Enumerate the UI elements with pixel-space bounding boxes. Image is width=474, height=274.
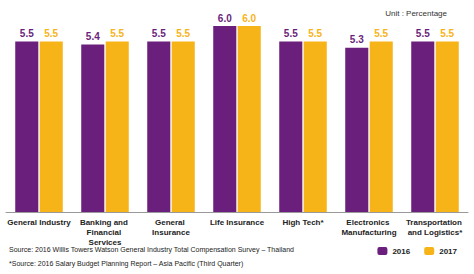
svg-text:Insurance: Insurance	[152, 228, 190, 237]
svg-text:Manufacturing: Manufacturing	[341, 228, 396, 237]
svg-text:Electronics: Electronics	[346, 218, 391, 227]
svg-text:5.5: 5.5	[374, 28, 388, 39]
svg-text:5.5: 5.5	[152, 28, 166, 39]
svg-text:5.5: 5.5	[110, 28, 124, 39]
svg-text:General Industry: General Industry	[7, 218, 71, 227]
svg-text:5.5: 5.5	[176, 28, 190, 39]
svg-text:5.5: 5.5	[416, 28, 430, 39]
svg-text:6.0: 6.0	[242, 13, 256, 24]
svg-text:5.5: 5.5	[308, 28, 322, 39]
svg-text:Life Insurance: Life Insurance	[210, 218, 265, 227]
svg-text:Source: 2016 Willis Towers Wat: Source: 2016 Willis Towers Watson Genera…	[9, 246, 294, 254]
svg-text:2017: 2017	[439, 247, 457, 256]
svg-text:5.5: 5.5	[20, 28, 34, 39]
svg-text:5.5: 5.5	[44, 28, 58, 39]
svg-text:5.4: 5.4	[86, 31, 100, 42]
svg-text:6.0: 6.0	[218, 13, 232, 24]
svg-text:Banking and: Banking and	[80, 218, 130, 227]
svg-text:Services: Services	[88, 237, 122, 247]
svg-text:Financial: Financial	[87, 228, 124, 237]
svg-text:General: General	[155, 218, 187, 227]
svg-text:5.3: 5.3	[350, 34, 364, 45]
svg-text:Unit : Percentage: Unit : Percentage	[385, 9, 447, 18]
svg-text:and Logistics*: and Logistics*	[408, 228, 464, 237]
svg-text:*Source: 2016 Salary Budget Pl: *Source: 2016 Salary Budget Planning Rep…	[9, 260, 243, 268]
svg-text:5.5: 5.5	[284, 28, 298, 39]
svg-text:Transportation: Transportation	[406, 218, 464, 227]
svg-text:High Tech*: High Tech*	[282, 218, 324, 227]
svg-text:5.5: 5.5	[440, 28, 454, 39]
svg-text:2016: 2016	[392, 247, 410, 256]
